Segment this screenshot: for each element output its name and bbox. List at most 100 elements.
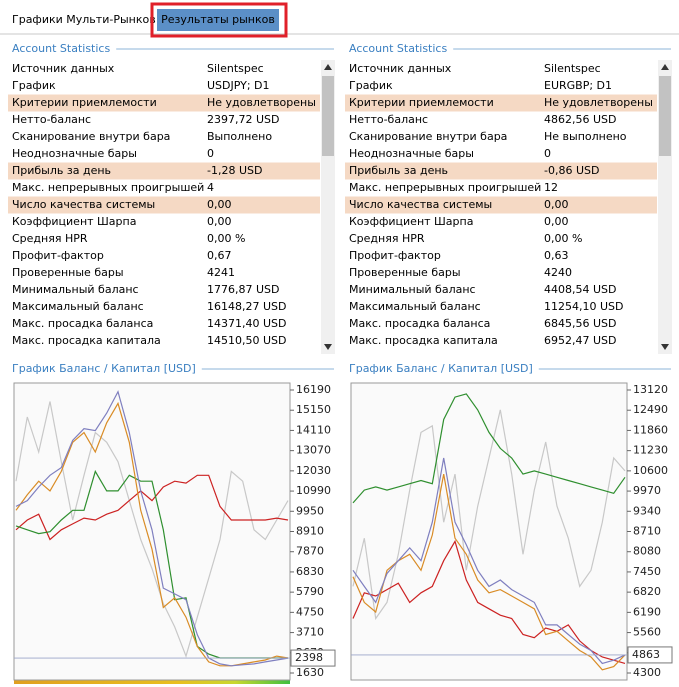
- tab[interactable]: Графики Мульти-Рынков: [12, 13, 156, 26]
- stat-value: Не удовлетворены: [544, 96, 653, 109]
- series-line: [15, 390, 289, 667]
- stat-label: Макс. непрерывных проигрышей: [349, 181, 541, 194]
- stat-label: Макс. просадка баланса: [12, 317, 153, 330]
- stat-value: 14510,50 USD: [207, 334, 287, 347]
- stat-label: Минимальный баланс: [12, 283, 139, 296]
- series-line: [352, 539, 626, 664]
- y-tick-label: 5790: [296, 585, 324, 598]
- stat-value: Silentspec: [544, 62, 601, 75]
- stat-value: 6952,47 USD: [544, 334, 617, 347]
- y-tick-label: 10990: [296, 484, 331, 497]
- stat-label: Минимальный баланс: [349, 283, 476, 296]
- stat-label: Прибыль за день: [12, 164, 111, 177]
- series-line: [352, 457, 626, 665]
- stat-label: Прибыль за день: [349, 164, 448, 177]
- stat-label: Средняя HPR: [12, 232, 88, 245]
- stat-value: 4240: [544, 266, 572, 279]
- stat-value: 0: [544, 147, 551, 160]
- stat-value: 0,63: [544, 249, 569, 262]
- series-line: [15, 474, 289, 541]
- chart-title: График Баланс / Капитал [USD]: [349, 362, 533, 375]
- y-tick-label: 3710: [296, 626, 324, 639]
- y-tick-label: 13070: [296, 444, 331, 457]
- y-tick-label: 8080: [633, 545, 661, 558]
- stat-value: 0,67: [207, 249, 232, 262]
- stat-label: График: [349, 79, 393, 92]
- y-tick-label: 9970: [633, 484, 661, 497]
- y-tick-label: 15150: [296, 403, 331, 416]
- current-value-box: [290, 649, 336, 667]
- stat-label: Сканирование внутри бара: [349, 130, 507, 143]
- scrollbar-thumb[interactable]: [322, 76, 334, 156]
- stat-value: -1,28 USD: [207, 164, 262, 177]
- y-tick-label: 6190: [633, 605, 661, 618]
- y-tick-label: 11860: [633, 423, 668, 436]
- stat-value: 4408,54 USD: [544, 283, 617, 296]
- y-tick-label: 9950: [296, 504, 324, 517]
- row-highlight: [345, 196, 657, 214]
- stat-label: Макс. просадка баланса: [349, 317, 490, 330]
- y-tick-label: 7450: [633, 565, 661, 578]
- stat-value: 0,00: [207, 198, 232, 211]
- scroll-up[interactable]: [324, 64, 332, 70]
- stat-value: Не удовлетворены: [207, 96, 316, 109]
- stat-label: Сканирование внутри бара: [12, 130, 170, 143]
- stat-label: Коэффициент Шарпа: [349, 215, 473, 228]
- stat-value: 0,00: [544, 215, 569, 228]
- stat-value: 0,00: [207, 215, 232, 228]
- stat-label: Нетто-баланс: [12, 113, 91, 126]
- stat-label: Средняя HPR: [349, 232, 425, 245]
- stat-label: Макс. просадка капитала: [349, 334, 498, 347]
- section-title: Account Statistics: [349, 42, 447, 55]
- y-tick-label: 14110: [296, 423, 331, 436]
- stat-value: Выполнено: [207, 130, 272, 143]
- stat-value: 0: [207, 147, 214, 160]
- y-tick-label: 6820: [633, 585, 661, 598]
- stat-value: 0,00 %: [544, 232, 582, 245]
- y-tick-label: 13120: [633, 383, 668, 396]
- stat-label: Профит-фактор: [349, 249, 441, 262]
- stat-value: 11254,10 USD: [544, 300, 624, 313]
- stat-label: Максимальный баланс: [12, 300, 144, 313]
- y-tick-label: 12030: [296, 464, 331, 477]
- stat-value: 4862,56 USD: [544, 113, 617, 126]
- tab[interactable]: Результаты рынков: [161, 13, 275, 26]
- row-highlight: [345, 162, 657, 180]
- y-tick-label: 12490: [633, 403, 668, 416]
- stat-label: Неоднозначные бары: [12, 147, 137, 160]
- stat-value: 14371,40 USD: [207, 317, 287, 330]
- stat-label: Критерии приемлемости: [12, 96, 157, 109]
- stat-label: Источник данных: [349, 62, 452, 75]
- y-tick-label: 8910: [296, 525, 324, 538]
- row-highlight: [345, 94, 657, 112]
- section-title: Account Statistics: [12, 42, 110, 55]
- y-tick-label: 1630: [296, 666, 324, 679]
- stat-value: 4241: [207, 266, 235, 279]
- stat-label: Максимальный баланс: [349, 300, 481, 313]
- stat-label: Критерии приемлемости: [349, 96, 494, 109]
- stat-label: Число качества системы: [12, 198, 155, 211]
- stat-value: 0,00: [544, 198, 569, 211]
- row-highlight: [8, 162, 320, 180]
- y-tick-label: 8710: [633, 525, 661, 538]
- stat-label: Проверенные бары: [349, 266, 461, 279]
- series-line: [352, 409, 626, 621]
- scrollbar-thumb[interactable]: [659, 76, 671, 156]
- scroll-down[interactable]: [661, 344, 669, 350]
- stat-label: Коэффициент Шарпа: [12, 215, 136, 228]
- y-tick-label: 10600: [633, 464, 668, 477]
- scroll-up[interactable]: [661, 64, 669, 70]
- y-tick-label: 7870: [296, 545, 324, 558]
- stat-value: Не выполнено: [544, 130, 627, 143]
- series-line: [15, 401, 289, 667]
- chart-area: [350, 382, 628, 681]
- stat-label: График: [12, 79, 56, 92]
- stat-label: Источник данных: [12, 62, 115, 75]
- stat-label: Проверенные бары: [12, 266, 124, 279]
- current-value-label: 2398: [295, 651, 323, 664]
- scroll-down[interactable]: [324, 344, 332, 350]
- stat-label: Профит-фактор: [12, 249, 104, 262]
- tab-selected-bg: [157, 9, 279, 31]
- y-tick-label: 11230: [633, 444, 668, 457]
